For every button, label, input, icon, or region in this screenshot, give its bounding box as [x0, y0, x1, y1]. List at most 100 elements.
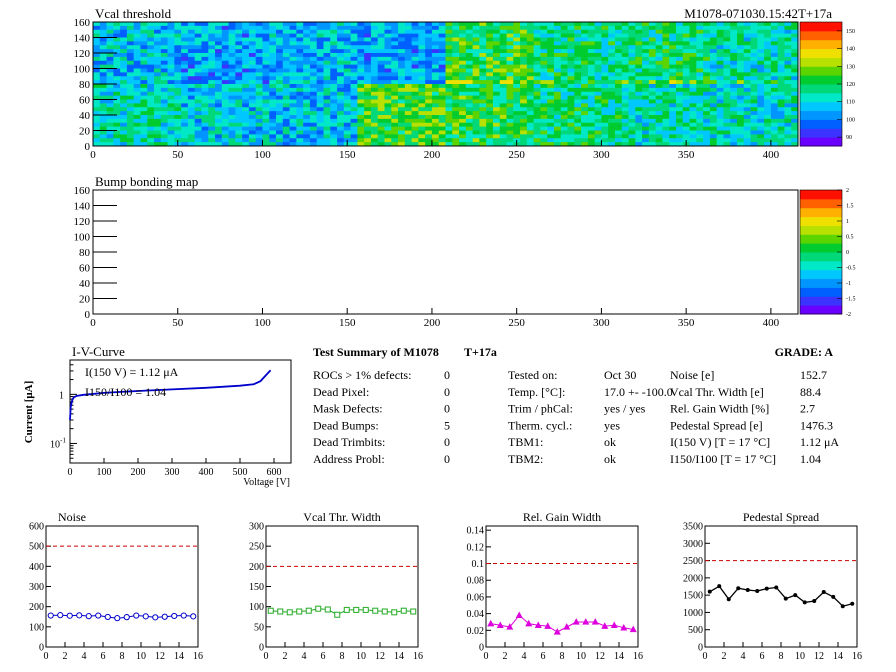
heatmap-cell: [411, 126, 419, 131]
heatmap-cell: [709, 68, 718, 73]
heatmap-cell: [526, 80, 535, 85]
heatmap-cell: [262, 80, 270, 85]
heatmap-cell: [377, 22, 385, 27]
heatmap-cell: [723, 103, 731, 108]
noise-y-tick-label: 500: [29, 542, 44, 553]
heatmap-cell: [662, 138, 670, 143]
heatmap-cell: [147, 25, 155, 31]
heatmap-cell: [784, 138, 792, 143]
heatmap-cell: [160, 122, 168, 128]
heatmap-cell: [276, 60, 284, 66]
heatmap-cell: [791, 87, 799, 93]
heatmap-cell: [133, 95, 141, 100]
heatmap-cell: [330, 134, 338, 139]
heatmap-cell: [445, 91, 453, 97]
heatmap-cell: [276, 115, 284, 120]
heatmap-cell: [384, 87, 392, 93]
heatmap-cell: [547, 87, 555, 93]
heatmap-cell: [337, 33, 345, 38]
heatmap-cell: [696, 142, 704, 147]
heatmap-cell: [398, 49, 406, 54]
heatmap-cell: [635, 142, 643, 147]
heatmap-cell: [567, 111, 575, 116]
heatmap-cell: [384, 25, 392, 31]
heatmap-cell: [404, 107, 413, 112]
heatmap-cell: [770, 22, 779, 27]
heatmap-cell: [262, 134, 270, 139]
heatmap-cell: [452, 99, 460, 104]
heatmap-cell: [187, 45, 196, 50]
heatmap-cell: [425, 76, 433, 81]
heatmap-cell: [608, 25, 616, 31]
heatmap-cell: [459, 115, 467, 120]
heatmap-cell: [106, 72, 114, 77]
heatmap-cell: [764, 91, 772, 97]
heatmap-cell: [472, 37, 480, 42]
heatmap-cell: [147, 64, 155, 69]
heatmap-cell: [438, 25, 446, 31]
heatmap-cell: [296, 25, 304, 31]
heatmap-cell: [648, 45, 657, 50]
heatmap-cell: [675, 142, 684, 147]
heatmap-cell: [160, 29, 168, 35]
heatmap-cell: [459, 37, 467, 42]
heatmap-cell: [560, 33, 568, 38]
heatmap-cell: [303, 103, 311, 108]
heatmap-cell: [282, 29, 290, 35]
heatmap-cell: [791, 138, 799, 143]
heatmap-cell: [411, 91, 419, 97]
gain-width-point: [601, 622, 609, 629]
heatmap-cell: [696, 111, 704, 116]
heatmap-cell: [540, 49, 548, 54]
heatmap-cell: [282, 80, 290, 85]
heatmap-cell: [784, 33, 792, 38]
heatmap-cell: [167, 45, 175, 50]
heatmap-cell: [648, 126, 657, 131]
heatmap-cell: [547, 142, 555, 147]
y-tick-label: 40: [79, 278, 91, 290]
heatmap-cell: [364, 87, 372, 93]
heatmap-cell: [323, 111, 331, 116]
heatmap-cell: [574, 45, 582, 50]
heatmap-cell: [628, 138, 636, 143]
heatmap-cell: [431, 25, 440, 31]
heatmap-cell: [404, 115, 413, 120]
heatmap-cell: [459, 45, 467, 50]
heatmap-cell: [398, 134, 406, 139]
noise-point: [133, 612, 140, 619]
heatmap-cell: [574, 22, 582, 27]
palette-band: [800, 225, 842, 235]
heatmap-cell: [655, 68, 663, 73]
heatmap-cell: [194, 41, 202, 46]
heatmap-cell: [520, 37, 528, 42]
heatmap-cell: [526, 64, 535, 69]
heatmap-cell: [669, 68, 677, 73]
heatmap-cell: [289, 64, 297, 69]
heatmap-cell: [411, 53, 419, 58]
heatmap-cell: [296, 49, 304, 54]
heatmap-cell: [296, 142, 304, 147]
heatmap-cell: [465, 68, 474, 73]
heatmap-cell: [248, 107, 257, 112]
heatmap-cell: [113, 22, 121, 27]
heatmap-cell: [723, 29, 731, 35]
heatmap-cell: [723, 138, 731, 143]
heatmap-cell: [289, 111, 297, 116]
heatmap-cell: [303, 68, 311, 73]
heatmap-cell: [716, 134, 724, 139]
heatmap-cell: [377, 87, 385, 93]
heatmap-cell: [574, 84, 582, 89]
heatmap-cell: [696, 126, 704, 131]
heatmap-cell: [479, 64, 487, 69]
heatmap-cell: [499, 22, 507, 27]
heatmap-cell: [187, 130, 196, 135]
pedestal-spread-point: [821, 590, 826, 595]
heatmap-cell: [628, 107, 636, 112]
pedestal-spread-y-tick-label: 2000: [683, 573, 703, 584]
heatmap-cell: [221, 84, 229, 89]
heatmap-cell: [499, 84, 507, 89]
heatmap-cell: [167, 103, 175, 108]
heatmap-cell: [662, 111, 670, 116]
heatmap-cell: [594, 22, 602, 27]
heatmap-cell: [540, 126, 548, 131]
